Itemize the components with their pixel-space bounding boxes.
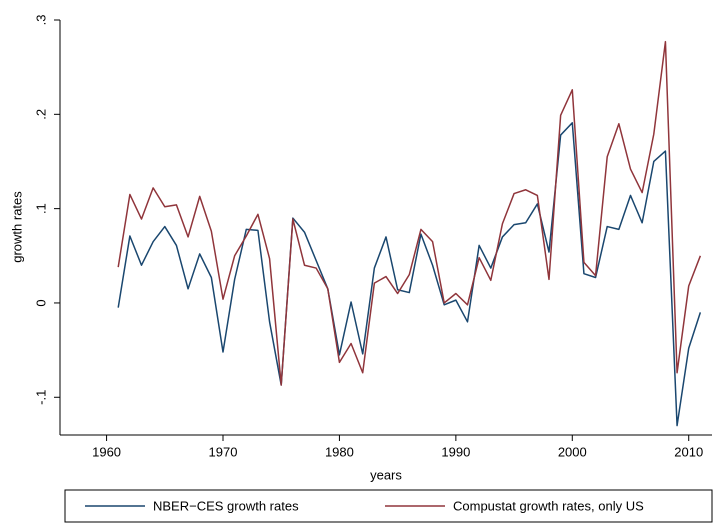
x-tick-label: 1960 <box>92 444 121 459</box>
x-axis-title: years <box>370 467 402 482</box>
y-tick-label: 0 <box>33 299 48 306</box>
x-tick-label: 1970 <box>209 444 238 459</box>
legend-label: NBER−CES growth rates <box>153 498 299 513</box>
y-axis-title: growth rates <box>9 191 24 263</box>
x-tick-label: 1990 <box>441 444 470 459</box>
legend-label: Compustat growth rates, only US <box>453 498 644 513</box>
y-tick-label: .3 <box>33 15 48 26</box>
x-tick-label: 2000 <box>558 444 587 459</box>
legend-box <box>64 489 713 523</box>
x-tick-label: 2010 <box>674 444 703 459</box>
y-tick-label: .2 <box>33 109 48 120</box>
x-tick-label: 1980 <box>325 444 354 459</box>
series-line <box>117 122 702 427</box>
y-tick-label: -.1 <box>33 390 48 405</box>
series-line <box>117 40 702 386</box>
y-tick-label: .1 <box>33 203 48 214</box>
